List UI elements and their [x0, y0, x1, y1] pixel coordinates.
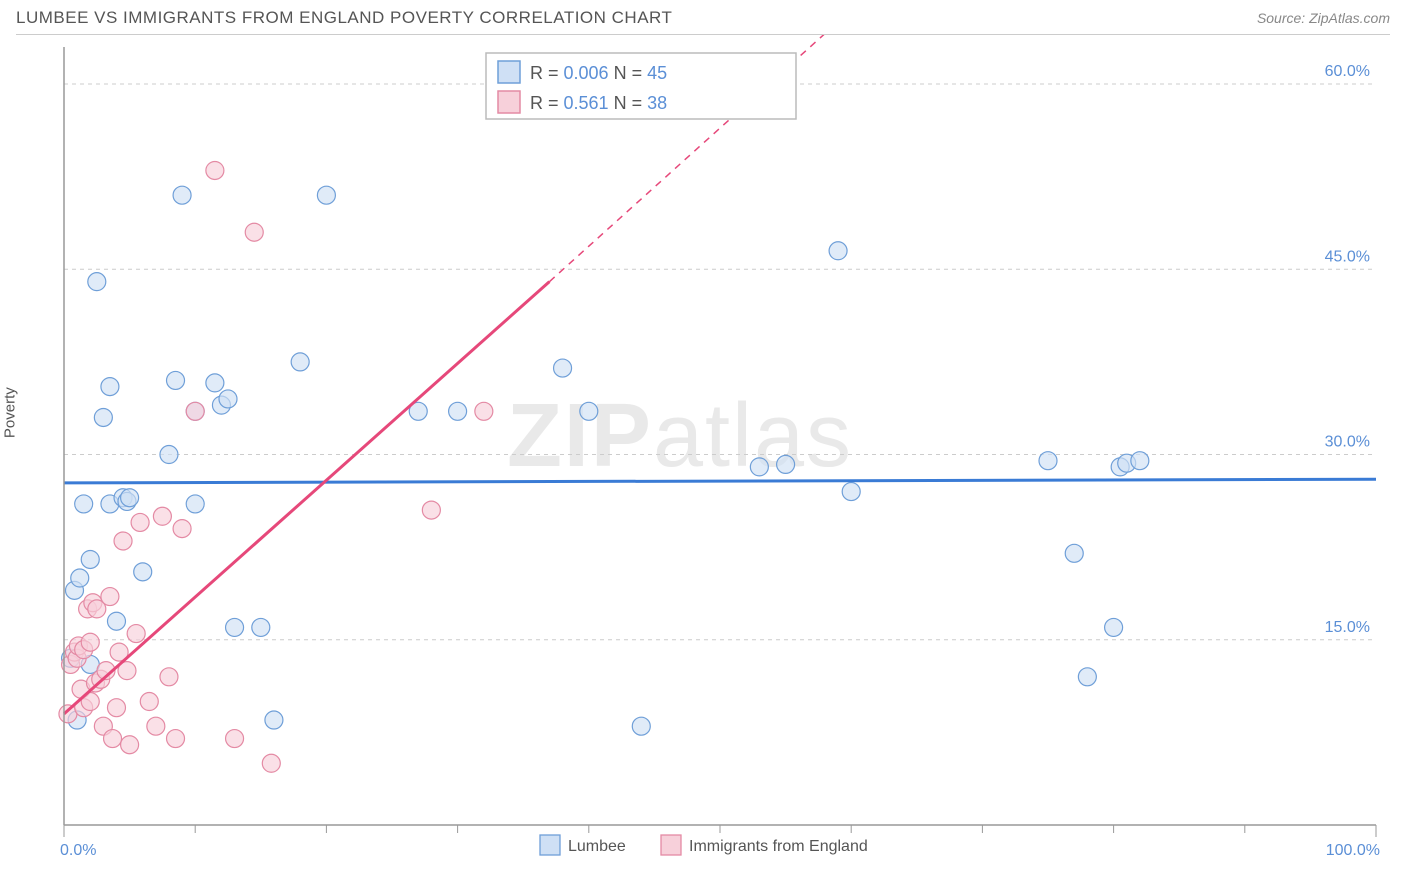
data-point — [88, 273, 106, 291]
data-point — [131, 513, 149, 531]
data-point — [107, 699, 125, 717]
data-point — [75, 495, 93, 513]
y-tick-label: 30.0% — [1325, 434, 1370, 451]
data-point — [632, 717, 650, 735]
data-point — [777, 455, 795, 473]
legend-label: Lumbee — [568, 838, 626, 855]
x-tick-label: 100.0% — [1326, 842, 1380, 859]
data-point — [1065, 544, 1083, 562]
data-point — [1078, 668, 1096, 686]
data-point — [173, 186, 191, 204]
y-tick-label: 60.0% — [1325, 63, 1370, 80]
data-point — [265, 711, 283, 729]
data-point — [750, 458, 768, 476]
data-point — [291, 353, 309, 371]
data-point — [107, 612, 125, 630]
chart-title: LUMBEE VS IMMIGRANTS FROM ENGLAND POVERT… — [16, 8, 672, 28]
data-point — [101, 588, 119, 606]
x-tick-label: 0.0% — [60, 842, 96, 859]
legend-swatch — [498, 61, 520, 83]
trend-line — [64, 479, 1376, 483]
data-point — [81, 550, 99, 568]
data-point — [173, 520, 191, 538]
data-point — [1105, 618, 1123, 636]
data-point — [140, 693, 158, 711]
series-legend: Lumbee Immigrants from England — [540, 835, 868, 855]
data-point — [121, 736, 139, 754]
data-point — [449, 402, 467, 420]
data-point — [245, 223, 263, 241]
data-point — [81, 633, 99, 651]
data-point — [167, 371, 185, 389]
data-point — [160, 446, 178, 464]
data-point — [1039, 452, 1057, 470]
data-point — [422, 501, 440, 519]
data-point — [71, 569, 89, 587]
data-point — [554, 359, 572, 377]
data-point — [1131, 452, 1149, 470]
legend-stat: R = 0.006 N = 45 — [530, 63, 667, 83]
data-point — [317, 186, 335, 204]
legend-swatch — [498, 91, 520, 113]
legend-swatch — [540, 835, 560, 855]
data-point — [226, 730, 244, 748]
source-label: Source: ZipAtlas.com — [1257, 10, 1390, 26]
data-point — [580, 402, 598, 420]
data-point — [219, 390, 237, 408]
data-point — [252, 618, 270, 636]
data-point — [226, 618, 244, 636]
data-point — [842, 483, 860, 501]
data-point — [153, 507, 171, 525]
y-tick-label: 15.0% — [1325, 619, 1370, 636]
data-point — [206, 161, 224, 179]
data-point — [186, 402, 204, 420]
data-point — [206, 374, 224, 392]
data-point — [127, 625, 145, 643]
data-point — [167, 730, 185, 748]
watermark: ZIPatlas — [507, 386, 853, 486]
data-point — [160, 668, 178, 686]
data-point — [134, 563, 152, 581]
data-point — [101, 378, 119, 396]
legend-swatch — [661, 835, 681, 855]
y-tick-label: 45.0% — [1325, 248, 1370, 265]
data-point — [186, 495, 204, 513]
scatter-chart: ZIPatlas 15.0% 30.0% 45.0% 60.0% 0.0% 100.0% R … — [16, 35, 1390, 875]
data-point — [475, 402, 493, 420]
data-point — [114, 532, 132, 550]
data-point — [262, 754, 280, 772]
data-point — [104, 730, 122, 748]
legend-label: Immigrants from England — [689, 838, 868, 855]
y-axis-label: Poverty — [2, 387, 19, 438]
data-point — [121, 489, 139, 507]
correlation-legend: R = 0.006 N = 45 R = 0.561 N = 38 — [486, 53, 796, 119]
data-point — [94, 408, 112, 426]
legend-stat: R = 0.561 N = 38 — [530, 93, 667, 113]
data-point — [829, 242, 847, 260]
data-point — [147, 717, 165, 735]
